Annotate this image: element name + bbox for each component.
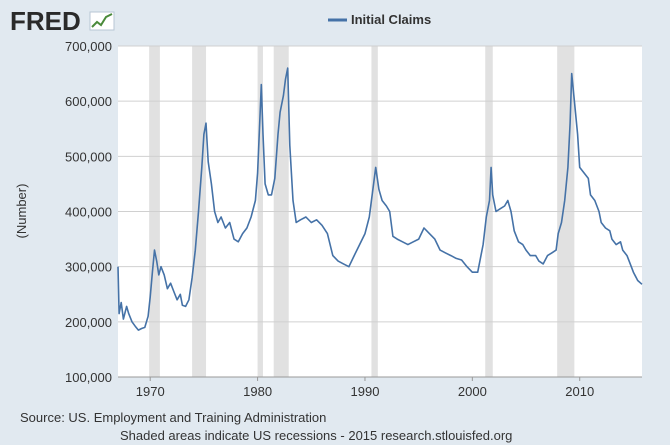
x-tick-label: 1990 xyxy=(351,384,380,399)
x-tick-label: 1970 xyxy=(136,384,165,399)
x-tick-label: 2010 xyxy=(565,384,594,399)
y-tick-label: 400,000 xyxy=(65,205,112,220)
y-axis-label: (Number) xyxy=(14,184,29,239)
logo-text: FRED xyxy=(10,6,81,36)
recession-note: Shaded areas indicate US recessions - 20… xyxy=(120,428,512,443)
fred-chart-icon xyxy=(89,11,115,31)
y-tick-label: 200,000 xyxy=(65,315,112,330)
y-tick-label: 700,000 xyxy=(65,39,112,54)
x-axis: 1970 1980 1990 2000 2010 xyxy=(118,376,642,399)
legend: Initial Claims xyxy=(328,12,431,27)
series-line-initial-claims xyxy=(117,67,643,331)
fred-logo[interactable]: FRED xyxy=(10,6,115,36)
x-tick-label: 2000 xyxy=(458,384,487,399)
source-note: Source: US. Employment and Training Admi… xyxy=(20,410,326,425)
y-tick-label: 500,000 xyxy=(65,149,112,164)
legend-label: Initial Claims xyxy=(351,12,431,27)
y-tick-label: 100,000 xyxy=(65,370,112,385)
x-tick-label: 1980 xyxy=(243,384,272,399)
y-axis: 100,000 200,000 300,000 400,000 500,000 600,0… xyxy=(65,39,112,385)
y-tick-label: 300,000 xyxy=(65,260,112,275)
y-tick-label: 600,000 xyxy=(65,94,112,109)
series-layer xyxy=(117,67,643,331)
